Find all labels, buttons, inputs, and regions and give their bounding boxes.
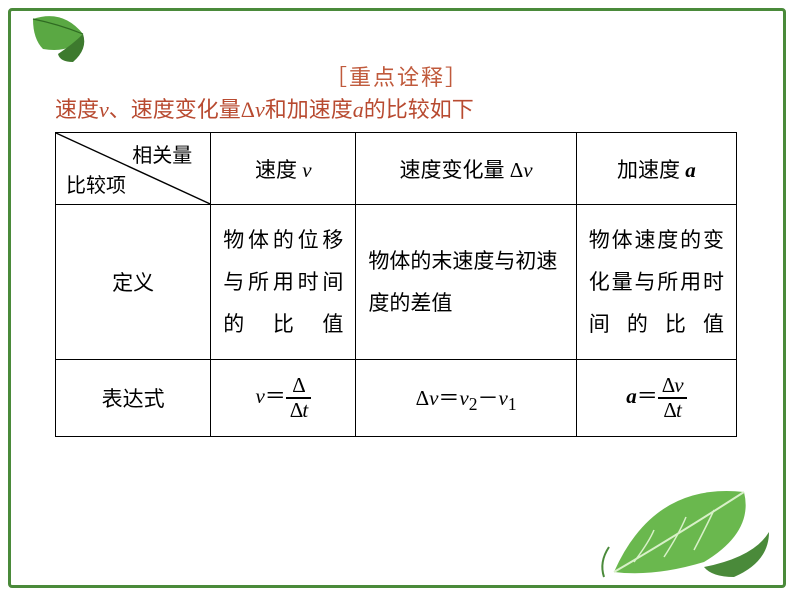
diagonal-header-cell: 相关量 比较项 bbox=[56, 133, 211, 205]
row-expression: 表达式 v＝ΔΔt Δv＝v2－v1 a＝ΔvΔt bbox=[56, 360, 737, 437]
header-velocity: 速度 v bbox=[211, 133, 356, 205]
diag-lower: 比较项 bbox=[66, 169, 126, 198]
bracket-close: ］ bbox=[445, 65, 469, 90]
leaf-top-left-icon bbox=[28, 14, 98, 64]
def-accel: 物体速度的变化量与所用时间的比值 bbox=[576, 205, 736, 360]
def-velocity: 物体的位移与所用时间的比值 bbox=[211, 205, 356, 360]
bracket-open: ［ bbox=[325, 65, 349, 90]
row-definition: 定义 物体的位移与所用时间的比值 物体的末速度与初速度的差值 物体速度的变化量与… bbox=[56, 205, 737, 360]
row-expression-label: 表达式 bbox=[56, 360, 211, 437]
header-accel: 加速度 a bbox=[576, 133, 736, 205]
table-header-row: 相关量 比较项 速度 v 速度变化量 Δv 加速度 a bbox=[56, 133, 737, 205]
expr-accel: a＝ΔvΔt bbox=[576, 360, 736, 437]
bracket-title: ［重点诠释］ bbox=[0, 60, 794, 92]
diag-upper: 相关量 bbox=[132, 139, 192, 168]
comparison-table: 相关量 比较项 速度 v 速度变化量 Δv 加速度 a 定义 物体的位移与所用时… bbox=[55, 132, 737, 437]
def-delta-v: 物体的末速度与初速度的差值 bbox=[356, 205, 576, 360]
subtitle: 速度v、速度变化量Δv和加速度a的比较如下 bbox=[55, 92, 474, 124]
leaf-bottom-right-icon bbox=[594, 462, 774, 582]
row-definition-label: 定义 bbox=[56, 205, 211, 360]
expr-delta-v: Δv＝v2－v1 bbox=[356, 360, 576, 437]
expr-velocity: v＝ΔΔt bbox=[211, 360, 356, 437]
bracket-title-text: 重点诠释 bbox=[349, 65, 445, 90]
header-delta-v: 速度变化量 Δv bbox=[356, 133, 576, 205]
